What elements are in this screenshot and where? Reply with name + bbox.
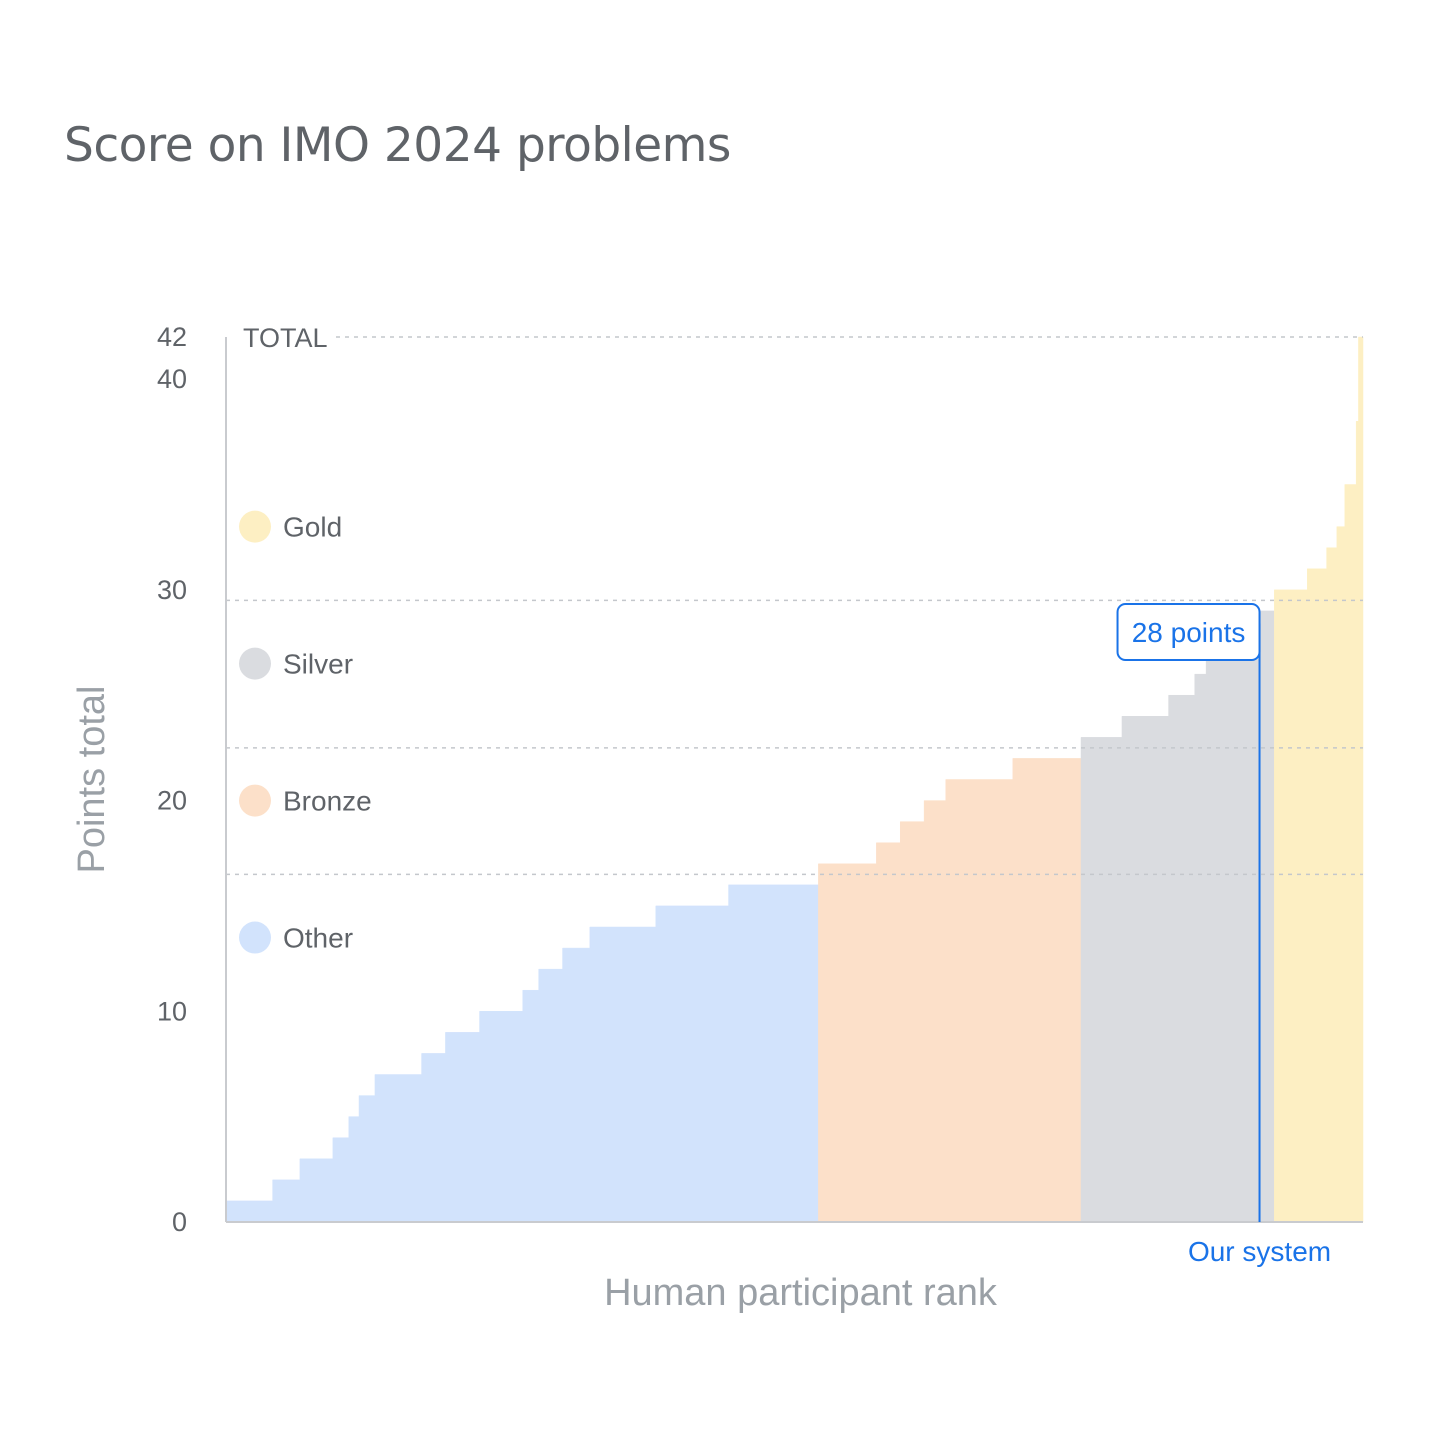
axes bbox=[225, 337, 1363, 1223]
legend-label-silver: Silver bbox=[283, 649, 353, 680]
y-tick-10: 10 bbox=[157, 996, 187, 1026]
legend-label-other: Other bbox=[283, 923, 353, 954]
y-axis-title: Points total bbox=[71, 686, 113, 874]
callout-label: 28 points bbox=[1132, 617, 1246, 648]
legend-swatch-gold bbox=[239, 510, 271, 543]
y-tick-0: 0 bbox=[172, 1207, 187, 1237]
legend-swatch-other bbox=[239, 921, 271, 954]
y-tick-20: 20 bbox=[157, 786, 187, 816]
chart-title: Score on IMO 2024 problems bbox=[64, 118, 731, 173]
y-tick-40: 40 bbox=[157, 364, 187, 394]
legend-label-bronze: Bronze bbox=[283, 786, 372, 817]
y-tick-labels: 0 10 20 30 40 42 bbox=[157, 322, 187, 1237]
legend-label-gold: Gold bbox=[283, 512, 342, 543]
our-system-marker: 28 points Our system bbox=[1116, 603, 1331, 1267]
band-silver bbox=[1080, 610, 1275, 1223]
band-bronze bbox=[818, 758, 1082, 1223]
legend-swatch-bronze bbox=[239, 784, 271, 817]
axis-titles: Human participant rank Points total bbox=[71, 686, 998, 1315]
gridlines: TOTAL bbox=[226, 323, 1363, 876]
legend: Gold Silver Bronze Other bbox=[239, 510, 372, 954]
x-axis-title: Human participant rank bbox=[604, 1272, 998, 1314]
y-tick-30: 30 bbox=[157, 575, 187, 605]
band-gold bbox=[1274, 336, 1364, 1223]
band-other bbox=[225, 884, 819, 1223]
bands-layer bbox=[225, 336, 1364, 1223]
y-tick-42: 42 bbox=[157, 322, 187, 352]
our-system-label: Our system bbox=[1188, 1236, 1331, 1267]
total-label: TOTAL bbox=[243, 323, 328, 353]
callout-box bbox=[1116, 603, 1261, 661]
legend-swatch-silver bbox=[239, 647, 271, 680]
